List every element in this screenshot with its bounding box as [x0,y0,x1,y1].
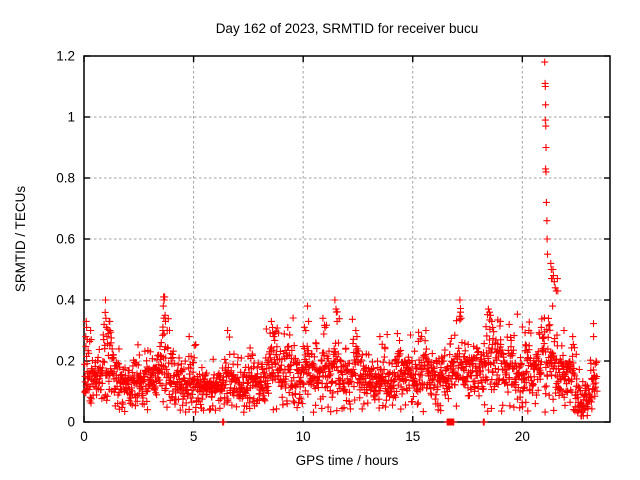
data-points [81,58,601,426]
x-tick-label: 5 [190,429,198,444]
y-tick-label: 1.2 [56,49,75,64]
y-axis-label: SRMTID / TECUs [13,186,28,293]
chart-title: Day 162 of 2023, SRMTID for receiver buc… [216,21,479,36]
x-tick-label: 20 [515,429,530,444]
x-tick-label: 0 [80,429,88,444]
y-tick-label: 0 [67,415,75,430]
x-tick-label: 10 [296,429,311,444]
y-tick-label: 0.8 [56,171,75,186]
y-tick-label: 0.4 [56,293,75,308]
y-tick-label: 0.6 [56,232,75,247]
y-tick-label: 0.2 [56,354,75,369]
x-axis-label: GPS time / hours [296,453,399,468]
tick-labels: 0 5 10 15 20 0 0.2 0.4 0.6 0.8 1 1.2 [56,49,530,445]
y-tick-label: 1 [67,110,75,125]
x-tick-label: 15 [405,429,420,444]
